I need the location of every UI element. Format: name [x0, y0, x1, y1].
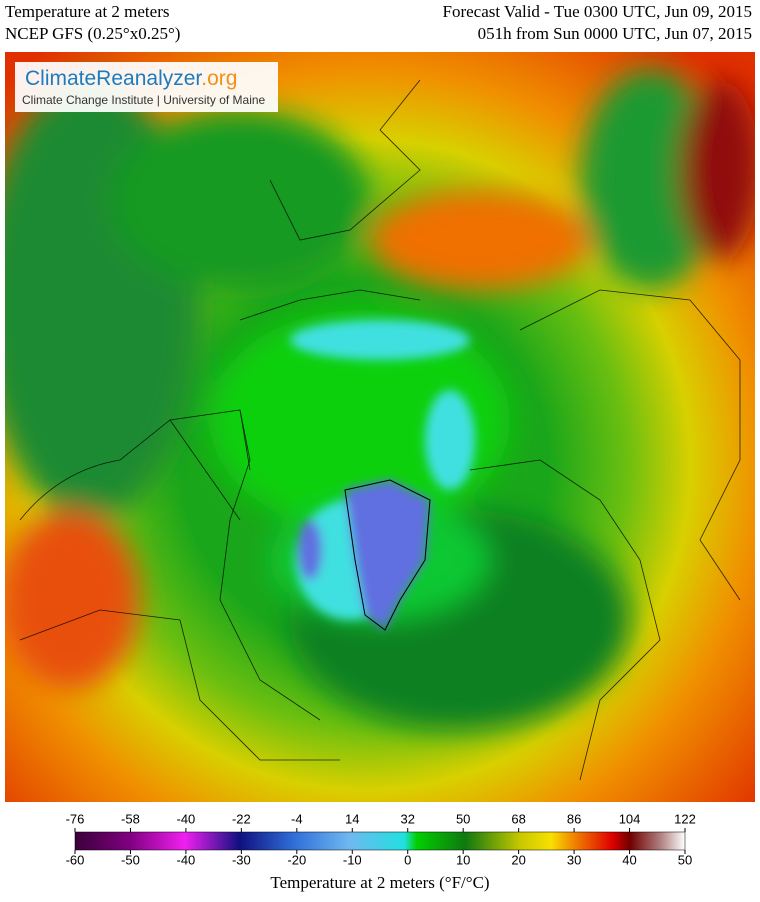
celsius-tick-label: 40 [622, 852, 636, 867]
fahrenheit-tick-label: 104 [619, 811, 641, 826]
colorbar-gradient [74, 831, 686, 851]
fahrenheit-tick-label: -4 [291, 811, 303, 826]
celsius-tick-label: 20 [511, 852, 525, 867]
colorbar: -76 -58 -40 -22 -4 14 32 50 68 86 104 122 -60 -50 -40 -… [66, 811, 696, 867]
celsius-tick-label: -40 [177, 852, 196, 867]
lead-time: 051h from Sun 0000 UTC, Jun 07, 2015 [478, 24, 752, 43]
title: Temperature at 2 meters [5, 2, 169, 21]
fahrenheit-tick-label: -22 [232, 811, 251, 826]
logo: ClimateReanalyzer.org [25, 67, 237, 90]
celsius-tick-label: -20 [287, 852, 306, 867]
celsius-tick-label: -50 [121, 852, 140, 867]
celsius-tick-label: 10 [456, 852, 470, 867]
temperature-map: ClimateReanalyzer.org Climate Change Ins… [5, 52, 755, 802]
fahrenheit-tick-label: 32 [400, 811, 414, 826]
celsius-tick-label: -10 [343, 852, 362, 867]
logo-domain: .org [201, 67, 237, 90]
logo-subtitle: Climate Change Institute | University of… [22, 93, 266, 107]
fahrenheit-tick-label: 86 [567, 811, 581, 826]
celsius-tick-label: 50 [678, 852, 692, 867]
celsius-tick-label: 30 [567, 852, 581, 867]
logo-name: ClimateReanalyzer [25, 67, 202, 90]
fahrenheit-tick-label: 68 [511, 811, 525, 826]
fahrenheit-tick-label: -76 [66, 811, 85, 826]
valid-time: Forecast Valid - Tue 0300 UTC, Jun 09, 2… [443, 2, 752, 21]
celsius-tick-label: -30 [232, 852, 251, 867]
celsius-tick-label: -60 [66, 852, 85, 867]
celsius-tick-label: 0 [404, 852, 411, 867]
fahrenheit-tick-label: 50 [456, 811, 470, 826]
fahrenheit-tick-label: -58 [121, 811, 140, 826]
fahrenheit-tick-label: 14 [345, 811, 359, 826]
fahrenheit-tick-label: -40 [177, 811, 196, 826]
colorbar-label: Temperature at 2 meters (°F/°C) [270, 873, 489, 892]
model: NCEP GFS (0.25°x0.25°) [5, 24, 180, 43]
fahrenheit-tick-label: 122 [674, 811, 696, 826]
